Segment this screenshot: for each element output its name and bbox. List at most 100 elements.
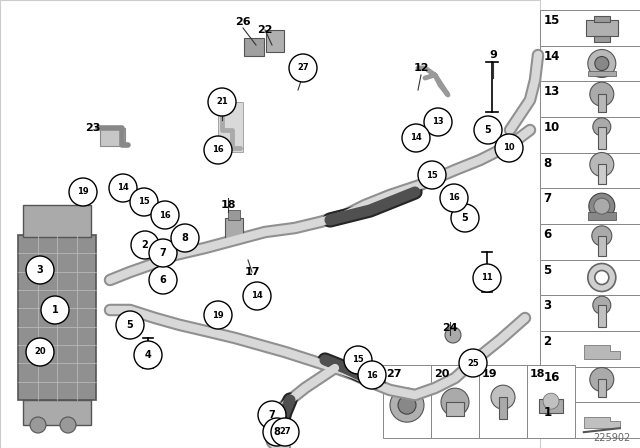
Circle shape — [590, 152, 614, 177]
Bar — [446, 402, 464, 416]
Circle shape — [445, 327, 461, 343]
Bar — [586, 20, 618, 36]
Bar — [540, 402, 640, 438]
Circle shape — [543, 393, 559, 409]
Text: 9: 9 — [489, 50, 497, 60]
Text: 20: 20 — [34, 348, 46, 357]
Text: 15: 15 — [352, 356, 364, 365]
Text: 14: 14 — [117, 184, 129, 193]
Circle shape — [131, 231, 159, 259]
Text: 1: 1 — [52, 305, 58, 315]
Bar — [540, 153, 640, 188]
Circle shape — [30, 417, 46, 433]
Circle shape — [491, 385, 515, 409]
Circle shape — [473, 264, 501, 292]
Bar — [499, 397, 507, 419]
Polygon shape — [584, 345, 620, 359]
Bar — [588, 72, 616, 77]
Text: 7: 7 — [159, 248, 166, 258]
Bar — [598, 94, 606, 112]
Circle shape — [495, 134, 523, 162]
Text: 5: 5 — [461, 213, 468, 223]
Bar — [598, 127, 606, 149]
Circle shape — [594, 198, 610, 214]
Bar — [23, 400, 91, 425]
Text: 4: 4 — [145, 350, 152, 360]
Bar — [540, 224, 640, 260]
Bar — [479, 365, 527, 438]
Circle shape — [26, 256, 54, 284]
Text: 3: 3 — [543, 299, 552, 312]
Circle shape — [593, 296, 611, 314]
Bar — [588, 212, 616, 220]
Text: 24: 24 — [442, 323, 458, 333]
Bar — [594, 36, 610, 42]
Circle shape — [451, 204, 479, 232]
Circle shape — [204, 136, 232, 164]
Bar — [431, 365, 479, 438]
Circle shape — [595, 56, 609, 70]
Text: 13: 13 — [543, 85, 560, 98]
Circle shape — [149, 239, 177, 267]
Text: 25: 25 — [467, 358, 479, 367]
Text: 20: 20 — [434, 369, 449, 379]
Circle shape — [116, 311, 144, 339]
Text: 7: 7 — [269, 410, 275, 420]
Circle shape — [441, 388, 469, 416]
Text: 5: 5 — [127, 320, 133, 330]
Text: 22: 22 — [257, 25, 273, 35]
Text: 11: 11 — [481, 273, 493, 283]
Bar — [23, 205, 91, 237]
Text: 27: 27 — [386, 369, 401, 379]
Circle shape — [60, 417, 76, 433]
Text: 14: 14 — [543, 50, 560, 63]
Circle shape — [263, 418, 291, 446]
Circle shape — [171, 224, 199, 252]
Circle shape — [208, 88, 236, 116]
Bar — [598, 305, 606, 327]
Bar — [228, 210, 240, 220]
Text: 19: 19 — [212, 310, 224, 319]
Circle shape — [592, 226, 612, 246]
Circle shape — [459, 349, 487, 377]
Text: 10: 10 — [503, 143, 515, 152]
Text: 10: 10 — [543, 121, 560, 134]
Circle shape — [440, 184, 468, 212]
Circle shape — [588, 263, 616, 292]
Text: 18: 18 — [530, 369, 545, 379]
Bar — [598, 379, 606, 397]
Bar — [540, 260, 640, 295]
Bar — [218, 102, 243, 152]
Text: 5: 5 — [484, 125, 492, 135]
Bar — [0, 0, 540, 448]
Text: 13: 13 — [432, 117, 444, 126]
Text: 6: 6 — [543, 228, 552, 241]
Bar — [598, 236, 606, 256]
Text: 1: 1 — [543, 406, 552, 419]
Bar — [539, 399, 563, 413]
Circle shape — [593, 118, 611, 136]
Text: 2: 2 — [141, 240, 148, 250]
Text: 19: 19 — [482, 369, 498, 379]
Bar — [540, 46, 640, 82]
Text: 27: 27 — [279, 427, 291, 436]
Bar — [540, 188, 640, 224]
Bar — [594, 16, 610, 22]
Circle shape — [424, 108, 452, 136]
Circle shape — [358, 361, 386, 389]
Text: 17: 17 — [244, 267, 260, 277]
Text: 5: 5 — [543, 264, 552, 277]
Bar — [540, 366, 640, 402]
Text: 16: 16 — [448, 194, 460, 202]
Bar — [598, 164, 606, 185]
Text: 8: 8 — [543, 157, 552, 170]
Text: 14: 14 — [251, 292, 263, 301]
Text: 15: 15 — [426, 171, 438, 180]
Circle shape — [204, 301, 232, 329]
Text: 12: 12 — [413, 63, 429, 73]
Bar — [540, 10, 640, 46]
Text: 3: 3 — [36, 265, 44, 275]
Circle shape — [474, 116, 502, 144]
Text: 16: 16 — [543, 370, 560, 383]
Text: 23: 23 — [85, 123, 100, 133]
